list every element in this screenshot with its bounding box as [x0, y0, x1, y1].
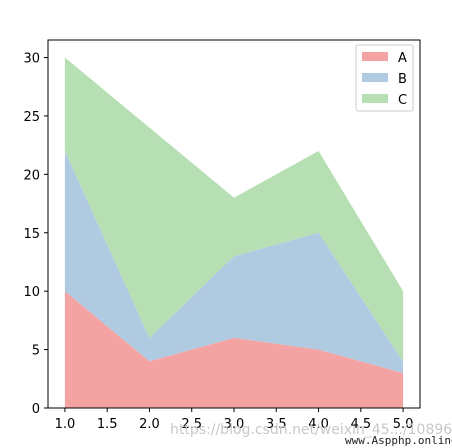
y-tick-label: 0	[32, 402, 40, 417]
y-tick-label: 15	[23, 227, 40, 242]
x-tick-label: 1.0	[55, 417, 76, 432]
watermark-site: www.Aspphp.online	[345, 434, 452, 447]
axes: 1.0 1.5 2.0 2.5 3.0 3.5 4.0 4.5 5.0 0 5 10 15 20 25 30	[23, 39, 421, 432]
x-tick-label: 3.5	[266, 417, 287, 432]
area-layers	[64, 57, 404, 408]
y-tick-label: 25	[23, 110, 40, 125]
y-tick-label: 30	[23, 52, 40, 67]
x-tick-label: 4.0	[308, 417, 329, 432]
x-tick-label: 2.5	[181, 417, 202, 432]
area-series-a	[64, 291, 404, 408]
legend-label-a: A	[398, 51, 407, 66]
y-tick-label: 5	[32, 344, 40, 359]
legend-swatch-a	[362, 52, 388, 61]
legend-swatch-b	[362, 73, 388, 82]
legend: ABC	[355, 44, 414, 112]
x-tick-label: 1.5	[97, 417, 118, 432]
x-tick-label: 3.0	[224, 417, 245, 432]
x-tick-label: 4.5	[350, 417, 371, 432]
x-tick-label: 5.0	[393, 417, 414, 432]
legend-label-c: C	[398, 93, 407, 108]
watermark-url: https://blog.csdn.net/weixin_45.../10896…	[170, 422, 452, 438]
legend-label-b: B	[398, 72, 407, 87]
y-tick-label: 10	[23, 285, 40, 300]
legend-swatch-c	[362, 94, 388, 103]
area-series-b	[64, 150, 404, 373]
y-tick-label: 20	[23, 168, 40, 183]
x-tick-label: 2.0	[139, 417, 160, 432]
area-series-c	[64, 57, 404, 362]
